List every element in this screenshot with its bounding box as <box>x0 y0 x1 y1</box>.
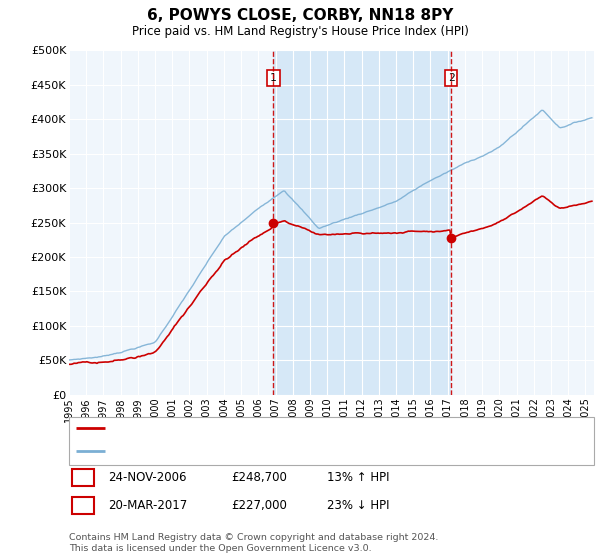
Text: Contains HM Land Registry data © Crown copyright and database right 2024.
This d: Contains HM Land Registry data © Crown c… <box>69 533 439 553</box>
Text: HPI: Average price, detached house, North Northamptonshire: HPI: Average price, detached house, Nort… <box>112 446 448 456</box>
Text: £227,000: £227,000 <box>231 498 287 512</box>
Text: Price paid vs. HM Land Registry's House Price Index (HPI): Price paid vs. HM Land Registry's House … <box>131 25 469 38</box>
Text: 13% ↑ HPI: 13% ↑ HPI <box>327 470 389 484</box>
Text: 2: 2 <box>79 498 86 512</box>
Text: £248,700: £248,700 <box>231 470 287 484</box>
Text: 24-NOV-2006: 24-NOV-2006 <box>108 470 187 484</box>
Text: 20-MAR-2017: 20-MAR-2017 <box>108 498 187 512</box>
Bar <box>274 50 451 395</box>
Text: 1: 1 <box>270 73 277 83</box>
Text: 6, POWYS CLOSE, CORBY, NN18 8PY: 6, POWYS CLOSE, CORBY, NN18 8PY <box>147 8 453 24</box>
Text: 23% ↓ HPI: 23% ↓ HPI <box>327 498 389 512</box>
Text: 2: 2 <box>448 73 455 83</box>
Text: 1: 1 <box>79 470 86 484</box>
Text: 6, POWYS CLOSE, CORBY, NN18 8PY (detached house): 6, POWYS CLOSE, CORBY, NN18 8PY (detache… <box>112 423 409 433</box>
